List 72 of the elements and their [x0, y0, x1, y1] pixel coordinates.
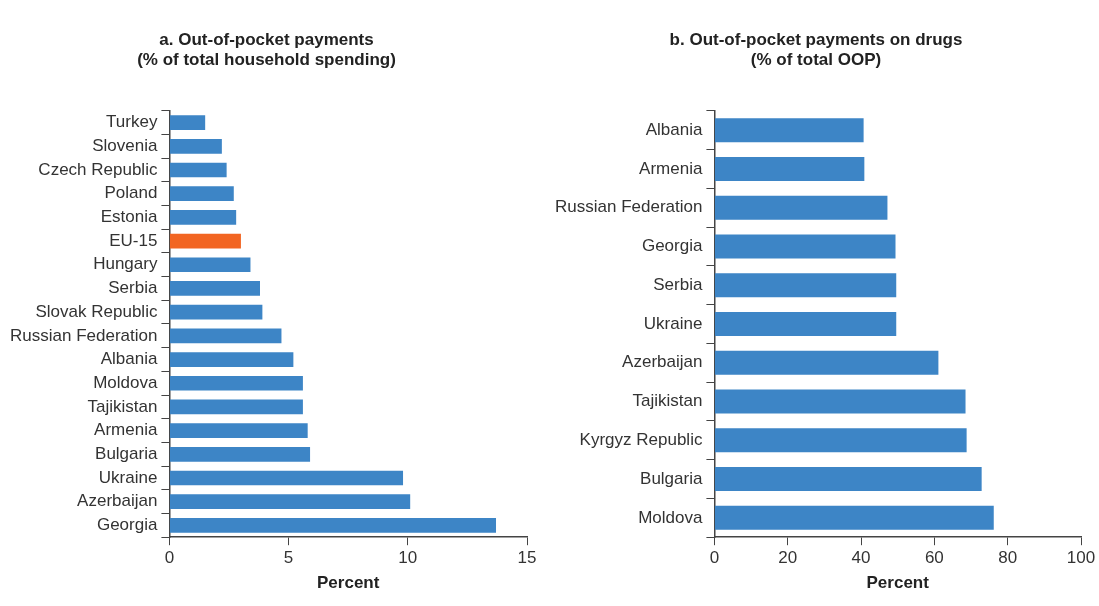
x-tick-label: 5 [283, 548, 294, 568]
y-tick-label: Georgia [96, 515, 158, 535]
bar [169, 470, 404, 486]
y-tick-label: Albania [645, 119, 703, 139]
y-tick-label: Bulgaria [640, 468, 703, 488]
x-tick-label: 60 [924, 548, 944, 568]
bar [714, 311, 897, 337]
bar [169, 518, 497, 533]
y-tick-label: Slovenia [92, 136, 158, 156]
y-tick-label: Estonia [100, 207, 158, 227]
y-tick-label: Bulgaria [95, 443, 158, 463]
y-tick-label: Russian Federation [9, 325, 158, 345]
y-tick-label: Serbia [653, 274, 703, 294]
chart-title: a. Out-of-pocket payments (% of total household spending) [137, 29, 396, 70]
y-tick-label: Azerbaijan [622, 352, 703, 372]
chart-title: b. Out-of-pocket payments on drugs (% of total OOP) [669, 29, 963, 70]
bar [169, 138, 222, 154]
y-tick-label: Georgia [641, 236, 703, 256]
bar [714, 350, 939, 375]
bar [714, 118, 864, 143]
x-tick-label: 100 [1066, 548, 1096, 568]
x-tick-label: 15 [517, 548, 537, 568]
bar [169, 375, 303, 391]
bar [169, 399, 303, 415]
bar [169, 210, 237, 225]
bar [714, 156, 865, 181]
bar [169, 233, 241, 249]
y-tick-label: Slovak Republic [35, 301, 158, 321]
bar [169, 186, 234, 202]
bar [169, 115, 206, 130]
x-tick-label: 40 [851, 548, 871, 568]
x-axis-title: Percent [866, 573, 930, 593]
bar [714, 273, 897, 298]
bar [169, 304, 263, 320]
bar [169, 423, 308, 438]
x-tick-label: 20 [778, 548, 798, 568]
bar [714, 234, 896, 259]
bar [169, 494, 411, 510]
y-tick-label: Tajikistan [87, 396, 158, 416]
bar [714, 505, 994, 530]
x-tick-label: 0 [164, 548, 175, 568]
y-tick-label: Czech Republic [38, 159, 158, 179]
x-tick-label: 0 [709, 548, 720, 568]
y-tick-label: Turkey [106, 112, 158, 132]
bar [714, 389, 966, 414]
y-tick-label: Poland [104, 183, 158, 203]
y-tick-label: EU-15 [109, 230, 158, 250]
y-tick-label: Moldova [93, 372, 158, 392]
y-tick-label: Albania [100, 349, 158, 369]
bar [714, 467, 982, 492]
y-tick-label: Ukraine [98, 467, 158, 487]
y-tick-label: Russian Federation [554, 197, 703, 217]
x-tick-label: 80 [998, 548, 1018, 568]
bar [169, 162, 227, 178]
y-tick-label: Ukraine [643, 313, 703, 333]
bar [169, 281, 260, 296]
x-axis-title: Percent [317, 573, 380, 593]
y-tick-label: Armenia [94, 420, 158, 440]
y-tick-label: Kyrgyz Republic [579, 429, 703, 449]
y-tick-label: Armenia [639, 158, 703, 178]
y-tick-label: Azerbaijan [77, 491, 158, 511]
bar [714, 195, 888, 220]
bar [169, 352, 294, 367]
x-tick-label: 10 [398, 548, 418, 568]
y-tick-label: Hungary [93, 254, 158, 274]
bar [169, 328, 282, 344]
bar [169, 446, 311, 462]
y-tick-label: Moldova [638, 507, 703, 527]
bar [714, 428, 967, 453]
y-tick-label: Serbia [108, 278, 158, 298]
bar [169, 257, 251, 273]
y-tick-label: Tajikistan [632, 391, 703, 411]
